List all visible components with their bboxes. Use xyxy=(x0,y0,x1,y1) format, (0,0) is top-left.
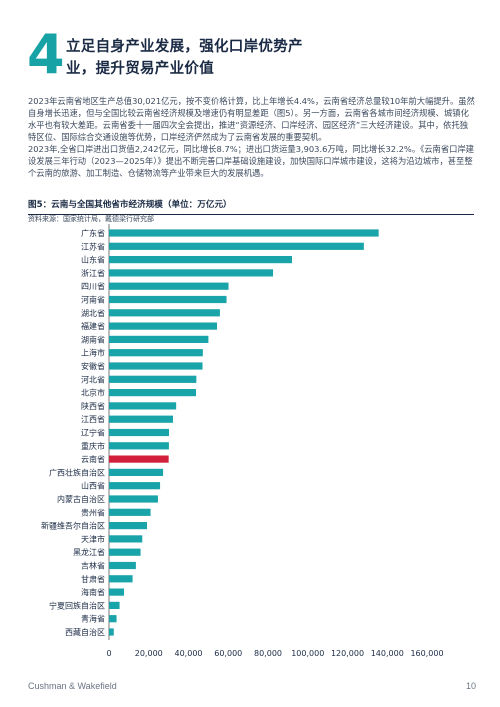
bar xyxy=(109,508,151,516)
bar xyxy=(109,295,227,304)
bar xyxy=(109,335,209,343)
bar-highlight xyxy=(109,455,169,463)
bar xyxy=(109,482,161,490)
category-label: 吉林省 xyxy=(81,561,105,571)
category-label: 内蒙古自治区 xyxy=(57,494,105,504)
category-label: 山西省 xyxy=(81,481,105,491)
category-label: 宁夏回族自治区 xyxy=(49,600,105,610)
category-label: 贵州省 xyxy=(81,507,105,517)
category-label: 天津市 xyxy=(81,534,105,544)
bar xyxy=(109,229,379,237)
body-text: 2023年云南省地区生产总值30,021亿元，按不变价格计算，比上年增长4.4%… xyxy=(28,95,476,179)
bar xyxy=(109,561,136,570)
category-label: 浙江省 xyxy=(81,268,105,278)
x-tick-label: 40,000 xyxy=(175,649,203,658)
bar xyxy=(109,601,120,609)
category-label: 北京市 xyxy=(81,388,105,398)
category-label: 青海省 xyxy=(81,614,105,624)
category-label: 福建省 xyxy=(81,321,105,331)
category-label: 江苏省 xyxy=(81,241,105,251)
bar xyxy=(109,402,177,410)
x-tick-label: 20,000 xyxy=(135,649,163,658)
figure-source: 资料来源：国家统计局，戴德梁行研究部 xyxy=(28,215,154,223)
category-label: 河北省 xyxy=(81,374,105,384)
category-label: 江西省 xyxy=(81,414,105,424)
bar xyxy=(109,242,364,250)
category-label: 黑龙江省 xyxy=(73,547,105,557)
bar xyxy=(109,588,125,596)
bar xyxy=(109,322,218,330)
bar xyxy=(109,282,229,290)
bar xyxy=(109,362,203,370)
x-tick-label: 0 xyxy=(106,649,111,658)
bar xyxy=(109,468,164,476)
category-label: 上海市 xyxy=(81,348,105,358)
section-title: 立足自身产业发展，强化口岸优势产业，提升贸易产业价值 xyxy=(66,39,303,77)
figure-title: 图5：云南与全国其他省市经济规模（单位：万亿元） xyxy=(28,198,474,215)
bar xyxy=(109,615,117,623)
footer-brand: Cushman & Wakefield xyxy=(28,681,117,691)
category-label: 安徽省 xyxy=(81,361,105,371)
category-label: 甘肃省 xyxy=(81,574,105,584)
category-label: 四川省 xyxy=(81,281,105,291)
bar xyxy=(109,349,203,357)
category-label: 西藏自治区 xyxy=(65,627,105,637)
bar xyxy=(109,375,197,383)
bar xyxy=(109,428,170,437)
bar xyxy=(109,522,148,530)
x-tick-label: 140,000 xyxy=(371,649,404,658)
category-label: 湖北省 xyxy=(81,308,105,318)
category-label: 辽宁省 xyxy=(81,428,105,438)
category-label: 重庆市 xyxy=(81,441,105,451)
category-label: 陕西省 xyxy=(81,401,105,411)
category-label: 河南省 xyxy=(81,295,105,305)
category-label: 广东省 xyxy=(81,228,105,238)
bar xyxy=(109,628,114,636)
bar xyxy=(109,309,220,317)
bar xyxy=(109,415,173,423)
bar xyxy=(109,535,143,543)
x-tick-label: 100,000 xyxy=(291,649,324,658)
bar xyxy=(109,269,274,277)
section-number: 4 xyxy=(27,23,65,86)
category-label: 广西壮族自治区 xyxy=(49,467,105,477)
paragraph: 2023年,全省口岸进出口货值2,242亿元，同比增长8.7%；进出口货运量3,… xyxy=(28,144,475,178)
x-tick-label: 120,000 xyxy=(331,649,364,658)
bar xyxy=(109,256,292,264)
x-tick-label: 160,000 xyxy=(410,649,443,658)
category-label: 山东省 xyxy=(81,255,105,265)
bar xyxy=(109,495,158,503)
paragraph: 2023年云南省地区生产总值30,021亿元，按不变价格计算，比上年增长4.4%… xyxy=(28,96,475,142)
x-tick-label: 80,000 xyxy=(254,649,282,658)
bar-chart: 广东省江苏省山东省浙江省四川省河南省湖北省福建省湖南省上海市安徽省河北省北京市陕… xyxy=(41,224,444,658)
category-label: 云南省 xyxy=(81,454,105,464)
page-number: 10 xyxy=(465,681,476,691)
bar xyxy=(109,548,141,556)
bar xyxy=(109,389,196,397)
x-tick-label: 60,000 xyxy=(214,649,242,658)
category-label: 新疆维吾尔自治区 xyxy=(41,521,105,531)
bar xyxy=(109,575,133,583)
bar xyxy=(109,442,169,450)
category-label: 海南省 xyxy=(81,587,105,597)
category-label: 湖南省 xyxy=(81,334,105,344)
